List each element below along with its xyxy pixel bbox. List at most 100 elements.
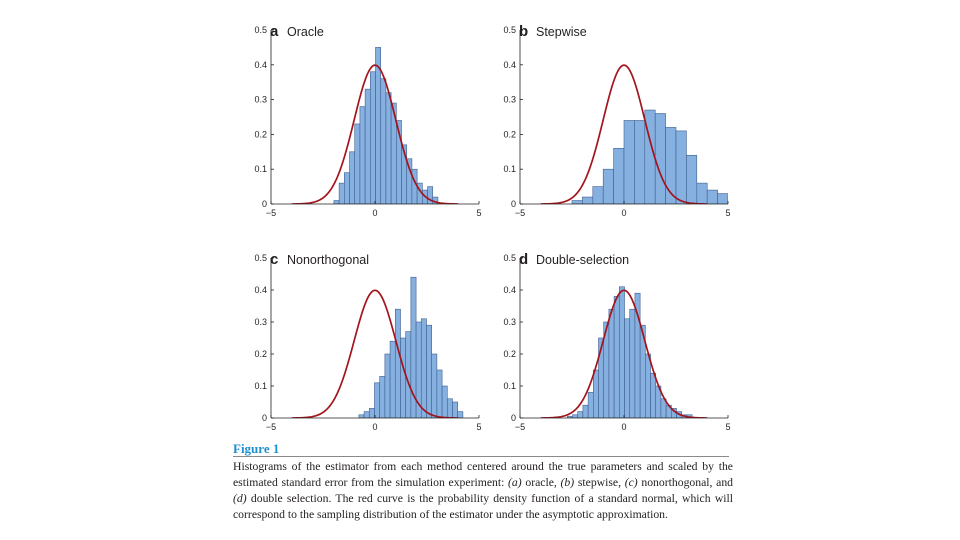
histogram-bar: [363, 411, 370, 418]
panel-d: 00.10.20.30.40.5−5 0 5d Double-selection: [503, 251, 730, 432]
y-tick-label: 0.1: [254, 381, 267, 391]
panel-title: Nonorthogonal: [287, 253, 369, 267]
histogram-bar: [634, 120, 646, 204]
histogram-bar: [686, 154, 698, 204]
histogram-bar: [436, 369, 443, 418]
y-tick-label: 0.3: [503, 95, 516, 105]
y-tick-label: 0.5: [254, 253, 267, 263]
histogram-bar: [441, 385, 448, 418]
y-tick-label: 0.5: [503, 253, 516, 263]
x-tick-label: 0: [372, 422, 377, 432]
x-tick-label: 0: [621, 422, 626, 432]
caption-text-a: oracle,: [521, 476, 561, 489]
histogram-bar: [624, 318, 631, 418]
y-tick-label: 0.1: [503, 164, 516, 174]
histogram-bar: [602, 168, 614, 204]
histogram-bar: [577, 411, 584, 418]
caption-intro: Histograms of the estimator from each me…: [233, 460, 733, 489]
histogram-bar: [696, 182, 708, 204]
plot-area: [291, 47, 459, 204]
y-tick-label: 0.5: [254, 25, 267, 35]
normal-pdf-curve: [540, 64, 708, 204]
histogram-bar: [592, 186, 604, 204]
x-tick-label: −5: [515, 208, 525, 218]
y-tick-label: 0.2: [254, 129, 267, 139]
histogram-bar: [368, 408, 375, 418]
y-tick-label: 0.1: [254, 164, 267, 174]
x-tick-label: −5: [266, 208, 276, 218]
histogram-bar: [384, 353, 391, 418]
y-tick-label: 0: [511, 413, 516, 423]
y-tick-label: 0: [511, 199, 516, 209]
histogram-bar: [370, 71, 376, 204]
panel-letter: c: [270, 251, 278, 268]
histogram-bar: [675, 130, 687, 204]
y-tick-label: 0.3: [503, 317, 516, 327]
histogram-bar: [571, 200, 583, 204]
y-tick-label: 0: [262, 413, 267, 423]
histogram-bar: [400, 337, 406, 418]
histogram-bar: [629, 308, 636, 418]
histogram-bar: [364, 88, 371, 204]
histogram-bar: [374, 382, 380, 418]
histogram-bar: [411, 168, 418, 204]
histogram-bar: [389, 340, 396, 418]
x-tick-label: −5: [266, 422, 276, 432]
caption-letter-c: (c): [624, 476, 638, 489]
panel-title: Oracle: [287, 25, 324, 39]
y-tick-label: 0.2: [503, 129, 516, 139]
x-tick-label: 0: [372, 208, 377, 218]
histogram-bar: [385, 92, 392, 204]
histogram-bar: [645, 353, 651, 418]
histogram-bar: [613, 296, 620, 418]
normal-pdf-curve: [291, 289, 459, 418]
panel-title: Double-selection: [536, 253, 629, 267]
histogram-bar: [426, 324, 432, 418]
caption-text-c: nonorthogonal, and: [637, 476, 734, 489]
histogram-bar: [338, 182, 345, 204]
panel-b: 00.10.20.30.40.5−5 0 5b Stepwise: [503, 23, 730, 218]
plot-area: [540, 286, 708, 418]
y-tick-label: 0.4: [503, 60, 516, 70]
histogram-bar: [446, 398, 453, 418]
histogram-bar: [706, 189, 718, 204]
histogram-bar: [727, 196, 728, 204]
figure-label: Figure 1: [233, 441, 280, 456]
y-tick-label: 0.4: [254, 285, 267, 295]
histogram-bar: [457, 411, 464, 418]
y-tick-label: 0.4: [254, 60, 267, 70]
y-tick-label: 0.4: [503, 285, 516, 295]
histogram-bar: [582, 196, 594, 204]
panel-c: 00.10.20.30.40.5−5 0 5c Nonorthogonal: [254, 251, 481, 432]
histogram-bar: [349, 151, 356, 204]
histogram-bar: [344, 172, 350, 204]
caption-letter-b: (b): [560, 476, 575, 489]
x-tick-label: 5: [725, 422, 730, 432]
histogram-bar: [354, 123, 361, 204]
histogram-bar: [431, 353, 438, 418]
figure-panels: 00.10.20.30.40.5−5 0 5a Oracle00.10.20.30.4…: [254, 23, 730, 432]
panel-letter: d: [519, 251, 528, 268]
panel-title: Stepwise: [536, 25, 587, 39]
x-tick-label: −5: [515, 422, 525, 432]
caption-letter-a: (a): [508, 476, 522, 489]
figure-caption: Histograms of the estimator from each me…: [233, 459, 733, 523]
x-tick-label: 5: [725, 208, 730, 218]
histogram-bar: [717, 193, 728, 204]
caption-text-b: stepwise,: [574, 476, 625, 489]
y-tick-label: 0.3: [254, 317, 267, 327]
histogram-bar: [619, 286, 625, 418]
y-tick-label: 0.5: [503, 25, 516, 35]
normal-pdf-curve: [540, 289, 708, 418]
panel-letter: b: [519, 23, 528, 40]
histogram-bar: [582, 404, 589, 418]
panel-a: 00.10.20.30.40.5−5 0 5a Oracle: [254, 23, 481, 218]
histogram-bar: [359, 106, 366, 204]
caption-letter-d: (d): [233, 492, 247, 505]
histogram-bar: [623, 120, 635, 204]
x-tick-label: 0: [621, 208, 626, 218]
histogram-bar: [587, 392, 594, 418]
histogram-bar: [394, 308, 401, 418]
y-tick-label: 0.2: [254, 349, 267, 359]
x-tick-label: 5: [476, 208, 481, 218]
